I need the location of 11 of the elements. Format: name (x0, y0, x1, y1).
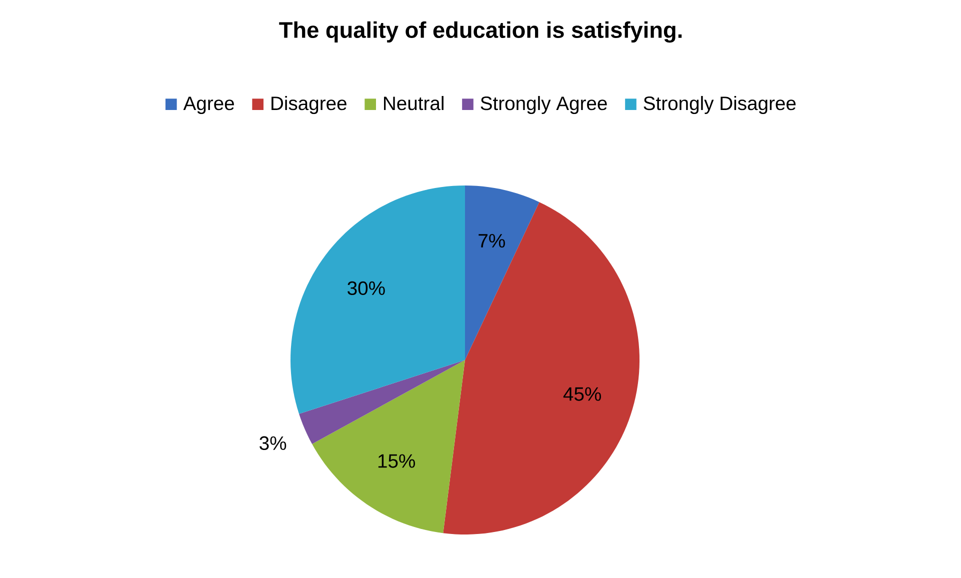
data-label: 7% (478, 234, 505, 248)
legend-label: Neutral (384, 96, 444, 110)
legend-label: Disagree (272, 96, 346, 114)
chart-title: The quality of education is satisfying. (279, 21, 682, 43)
legend-label: Strongly Disagree (644, 96, 796, 114)
legend-label: Agree (183, 96, 234, 114)
legend-label: Strongly Agree (480, 96, 607, 114)
data-label: 15% (378, 454, 416, 468)
data-label: 3% (260, 436, 286, 450)
data-label: 45% (563, 387, 601, 401)
data-label: 30% (348, 281, 385, 296)
